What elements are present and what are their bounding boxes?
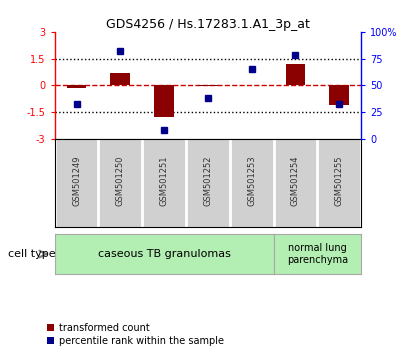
Bar (198, 85, 218, 86)
Text: GSM501251: GSM501251 (160, 156, 168, 206)
Text: caseous TB granulomas: caseous TB granulomas (98, 249, 231, 259)
Text: GSM501253: GSM501253 (247, 156, 256, 206)
Bar (329, 85, 349, 105)
Text: GSM501249: GSM501249 (72, 156, 81, 206)
Text: GSM501255: GSM501255 (335, 156, 344, 206)
Text: cell type: cell type (8, 249, 56, 259)
Title: GDS4256 / Hs.17283.1.A1_3p_at: GDS4256 / Hs.17283.1.A1_3p_at (106, 18, 310, 31)
Bar (286, 64, 305, 85)
Bar (154, 85, 174, 116)
Bar (67, 85, 87, 88)
Text: GSM501250: GSM501250 (116, 156, 125, 206)
Text: GSM501254: GSM501254 (291, 156, 300, 206)
Bar (110, 73, 130, 85)
Text: normal lung
parenchyma: normal lung parenchyma (287, 243, 348, 265)
Legend: transformed count, percentile rank within the sample: transformed count, percentile rank withi… (47, 323, 223, 346)
Text: GSM501252: GSM501252 (203, 156, 213, 206)
